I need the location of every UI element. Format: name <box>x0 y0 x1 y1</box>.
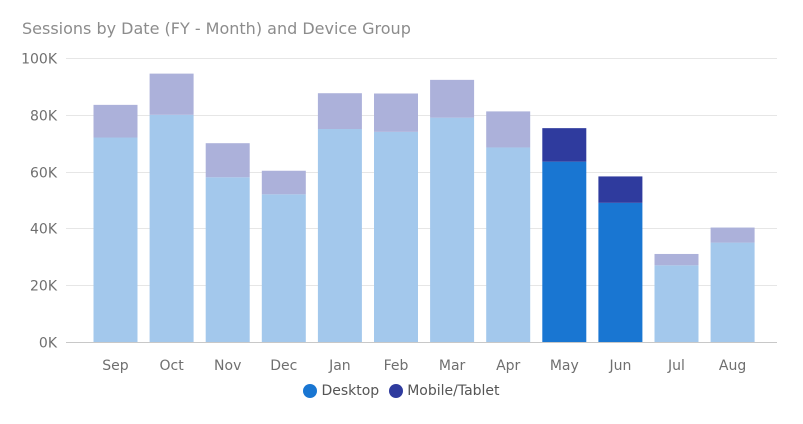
bar-dec-desktop[interactable] <box>262 194 306 342</box>
bar-oct-desktop[interactable] <box>150 115 194 342</box>
mobile-tablet-swatch-icon <box>389 384 403 398</box>
y-tick-label: 40K <box>30 222 58 238</box>
bar-nov-desktop[interactable] <box>206 177 250 342</box>
legend-item-mobile-tablet[interactable]: Mobile/Tablet <box>389 383 499 399</box>
bar-jul-desktop[interactable] <box>655 265 699 342</box>
desktop-swatch-icon <box>303 384 317 398</box>
x-tick-label: May <box>550 358 579 374</box>
bar-chart: 0K 20K 40K 60K 80K 100K Sep Oct Nov Dec Jan Feb Mar A… <box>0 0 803 380</box>
legend: Desktop Mobile/Tablet <box>0 383 803 399</box>
x-tick-label: Jun <box>608 358 631 374</box>
y-tick-label: 80K <box>30 109 58 125</box>
bar-may-mobile-tablet[interactable] <box>542 128 586 162</box>
bar-apr-desktop[interactable] <box>486 147 530 342</box>
x-tick-label: Dec <box>270 358 297 374</box>
legend-label-mobile-tablet: Mobile/Tablet <box>407 383 499 399</box>
bar-jun-desktop[interactable] <box>598 203 642 342</box>
legend-label-desktop: Desktop <box>321 383 379 399</box>
y-tick-label: 20K <box>30 279 58 295</box>
x-tick-label: Oct <box>159 358 184 374</box>
x-tick-label: Sep <box>102 358 129 374</box>
bar-aug-desktop[interactable] <box>711 243 755 342</box>
x-tick-label: Mar <box>439 358 466 374</box>
bar-jul-mobile-tablet[interactable] <box>655 254 699 265</box>
x-tick-label: Aug <box>719 358 746 374</box>
x-tick-label: Jan <box>328 358 351 374</box>
bar-jun-mobile-tablet[interactable] <box>598 176 642 202</box>
x-tick-label: Jul <box>667 358 685 374</box>
bar-nov-mobile-tablet[interactable] <box>206 143 250 177</box>
bar-mar-desktop[interactable] <box>430 118 474 342</box>
bar-jan-desktop[interactable] <box>318 129 362 342</box>
x-tick-label: Apr <box>496 358 520 374</box>
x-tick-label: Feb <box>384 358 409 374</box>
bar-aug-mobile-tablet[interactable] <box>711 228 755 243</box>
y-tick-label: 100K <box>21 52 58 68</box>
bar-may-desktop[interactable] <box>542 162 586 342</box>
y-tick-label: 0K <box>39 336 58 352</box>
y-tick-label: 60K <box>30 166 58 182</box>
bar-feb-mobile-tablet[interactable] <box>374 94 418 132</box>
bar-apr-mobile-tablet[interactable] <box>486 111 530 147</box>
bar-mar-mobile-tablet[interactable] <box>430 80 474 118</box>
bar-sep-mobile-tablet[interactable] <box>94 105 138 138</box>
bar-oct-mobile-tablet[interactable] <box>150 74 194 115</box>
bar-sep-desktop[interactable] <box>94 138 138 342</box>
bar-dec-mobile-tablet[interactable] <box>262 171 306 195</box>
x-tick-label: Nov <box>214 358 241 374</box>
bar-feb-desktop[interactable] <box>374 132 418 342</box>
legend-item-desktop[interactable]: Desktop <box>303 383 379 399</box>
bar-jan-mobile-tablet[interactable] <box>318 93 362 129</box>
